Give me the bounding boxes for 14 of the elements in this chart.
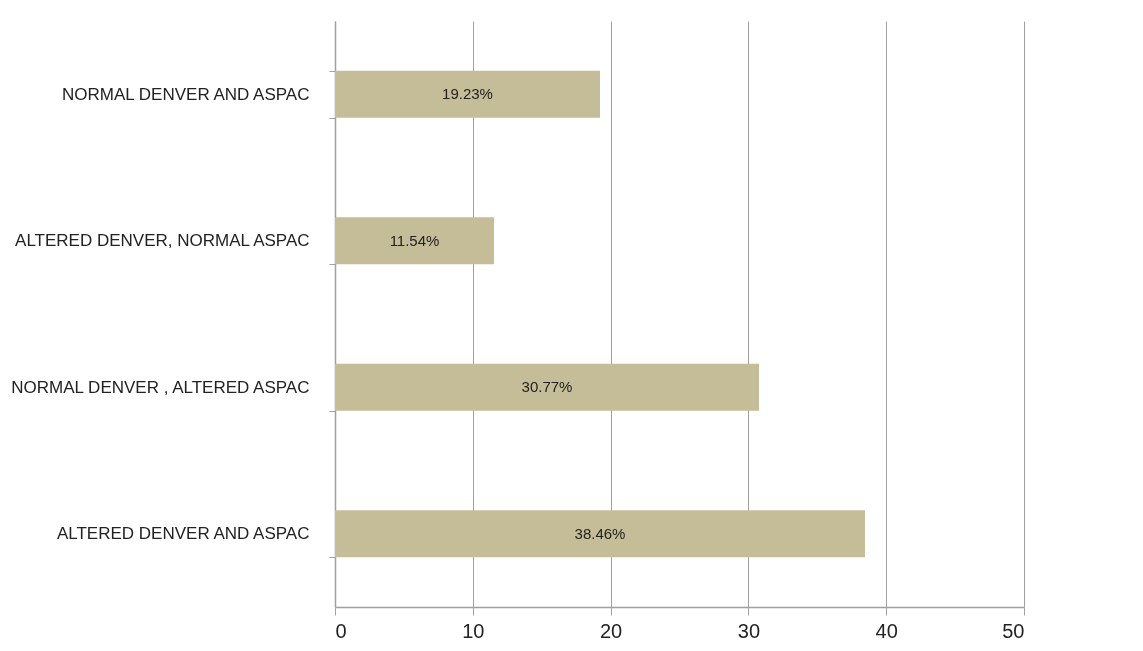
data-label: 30.77% [521, 378, 573, 396]
data-label: 11.54% [389, 231, 440, 249]
x-tick-label: 10 [462, 619, 485, 642]
y-tick-label: NORMAL DENVER , ALTERED ASPAC [11, 377, 310, 397]
data-label: 19.23% [442, 85, 493, 103]
x-tick-label: 30 [737, 619, 761, 642]
y-tick-label: NORMAL DENVER AND ASPAC [61, 84, 310, 104]
data-label: 38.46% [574, 524, 626, 542]
x-tick-label: 0 [335, 619, 347, 642]
x-tick-label: 50 [1002, 619, 1025, 642]
x-tick-label: 20 [599, 619, 623, 642]
y-tick-label: ALTERED DENVER, NORMAL ASPAC [15, 231, 310, 251]
x-tick-label: 40 [875, 619, 898, 642]
y-tick-label: ALTERED DENVER AND ASPAC [56, 524, 310, 544]
